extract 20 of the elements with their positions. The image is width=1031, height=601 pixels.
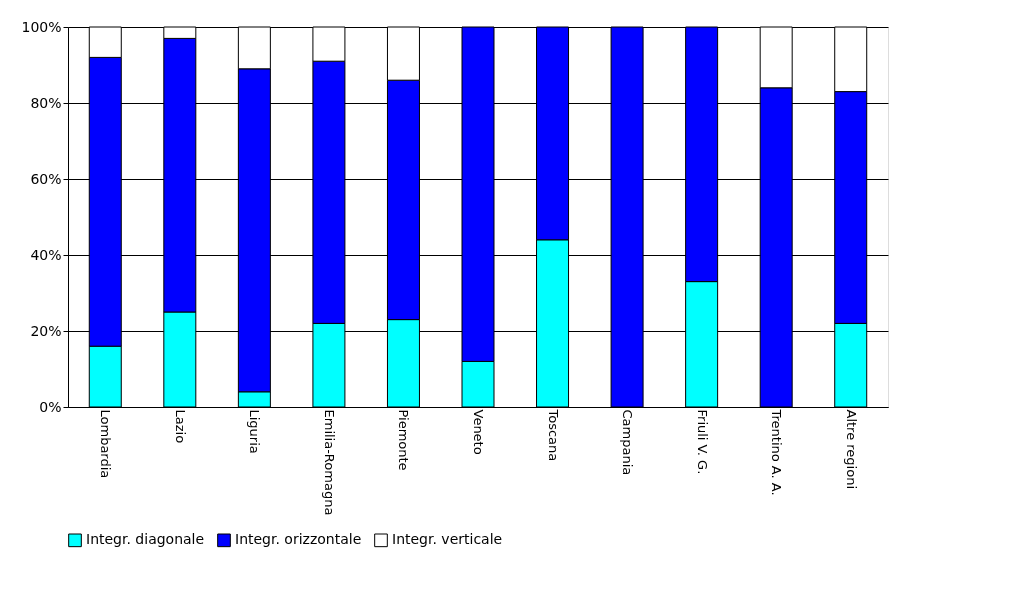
y-tick-label: 60% [30, 170, 62, 187]
y-tick-label: 100% [21, 18, 62, 35]
x-tick-label: Piemonte [396, 409, 412, 471]
y-tick-label: 80% [30, 94, 62, 111]
y-tick-label: 0% [39, 398, 62, 415]
x-tick-label: Liguria [247, 409, 263, 454]
legend-label: Integr. diagonale [86, 531, 205, 548]
x-tick-label: Toscana [545, 408, 561, 462]
x-tick-label: Veneto [471, 409, 486, 455]
y-tick-label: 40% [30, 246, 62, 263]
x-tick-label: Friuli V. G. [694, 409, 710, 475]
x-tick-label: Trentino A. A. [769, 408, 785, 496]
legend-label: Integr. verticale [392, 531, 503, 548]
y-tick-label: 20% [30, 322, 62, 339]
x-tick-label: Campania [620, 409, 636, 476]
legend-label: Integr. orizzontale [235, 531, 362, 548]
x-tick-label: Altre regioni [843, 409, 859, 490]
x-tick-label: Lazio [172, 409, 188, 444]
x-tick-label: Emilia-Romagna [321, 409, 337, 516]
x-tick-label: Lombardia [98, 409, 114, 479]
